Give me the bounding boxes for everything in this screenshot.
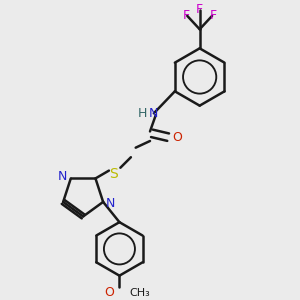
- Text: F: F: [209, 9, 217, 22]
- Text: S: S: [109, 167, 118, 182]
- Text: H: H: [138, 107, 147, 120]
- Text: N: N: [106, 197, 116, 210]
- Text: F: F: [196, 3, 203, 16]
- Text: CH₃: CH₃: [129, 288, 150, 298]
- Text: O: O: [172, 131, 182, 144]
- Text: N: N: [149, 107, 158, 120]
- Text: O: O: [104, 286, 114, 299]
- Text: N: N: [58, 170, 67, 183]
- Text: F: F: [183, 9, 190, 22]
